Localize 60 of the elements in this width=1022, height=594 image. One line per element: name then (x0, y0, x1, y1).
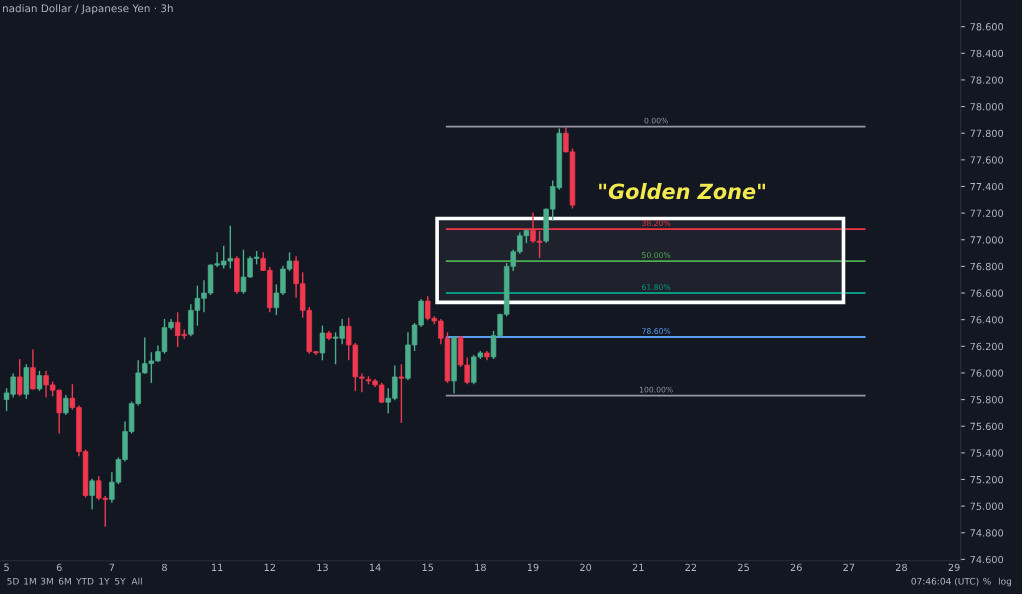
text: YTD (75, 577, 94, 585)
y-tick-label: 76.600 (970, 289, 1004, 297)
x-tick-label: 13 (317, 563, 328, 572)
x-tick-label: 8 (162, 563, 167, 572)
text: 5Y (115, 577, 126, 585)
text: 3M (40, 577, 53, 585)
x-tick-label: 20 (580, 563, 592, 572)
candlestick (319, 325, 326, 361)
y-tick-label: 78.400 (970, 49, 1004, 58)
x-tick-label: 27 (843, 563, 855, 571)
candlestick (17, 358, 23, 397)
text: log (998, 577, 1012, 587)
x-tick-label: 28 (895, 563, 907, 572)
y-tick-label: 77.800 (970, 129, 1004, 138)
x-tick-label: 18 (475, 563, 486, 572)
x-tick-label: 19 (527, 563, 539, 572)
candlestick (89, 478, 95, 510)
y-tick-label: 77.600 (970, 156, 1004, 164)
y-tick-label: 75.600 (970, 422, 1004, 431)
candlestick (36, 370, 43, 391)
x-tick-label: 14 (369, 563, 381, 571)
y-tick-label: 77.000 (970, 236, 1004, 244)
y-tick-label: 76.000 (970, 369, 1004, 377)
text: % (983, 577, 991, 585)
chart-title: nadian Dollar / Japanese Yen · 3h (2, 4, 173, 15)
x-tick-label: 25 (738, 563, 749, 572)
x-tick-label: 5 (4, 563, 9, 572)
y-tick-label: 76.800 (970, 262, 1004, 271)
text: 5D (7, 577, 19, 585)
y-tick-label: 77.200 (970, 209, 1004, 217)
y-tick-label: 78.200 (970, 76, 1004, 84)
text: 07:46:04 (UTC) (911, 577, 979, 586)
candlestick (398, 364, 405, 423)
x-tick-label: 12 (264, 563, 275, 571)
text: 6M (58, 577, 71, 585)
y-tick-label: 75.800 (970, 396, 1004, 404)
y-tick-label: 78.000 (970, 103, 1004, 111)
candlestick (63, 394, 69, 415)
x-tick-label: 29 (948, 563, 960, 572)
y-tick-label: 78.600 (970, 23, 1004, 31)
text: 1M (24, 577, 36, 585)
y-tick-label: 77.400 (970, 182, 1004, 191)
y-tick-label: 75.400 (970, 449, 1004, 457)
x-tick-label: 26 (790, 563, 802, 572)
y-tick-label: 75.200 (970, 475, 1004, 484)
x-tick-label: 7 (109, 563, 115, 571)
text: 1Y (99, 577, 110, 585)
x-tick-label: 21 (632, 563, 644, 571)
x-tick-label: 22 (685, 563, 697, 571)
candlestick (30, 349, 36, 390)
y-tick-label: 75.000 (970, 502, 1004, 510)
x-tick-label: 11 (212, 563, 223, 571)
y-tick-label: 76.400 (970, 316, 1004, 324)
x-tick-label: 6 (56, 563, 62, 572)
y-tick-label: 74.600 (970, 555, 1004, 564)
y-tick-label: 74.800 (970, 529, 1004, 537)
text: All (131, 577, 142, 585)
x-tick-label: 15 (422, 563, 434, 572)
band-label: "Golden Zone" (599, 183, 765, 200)
y-tick-label: 76.200 (970, 342, 1004, 351)
